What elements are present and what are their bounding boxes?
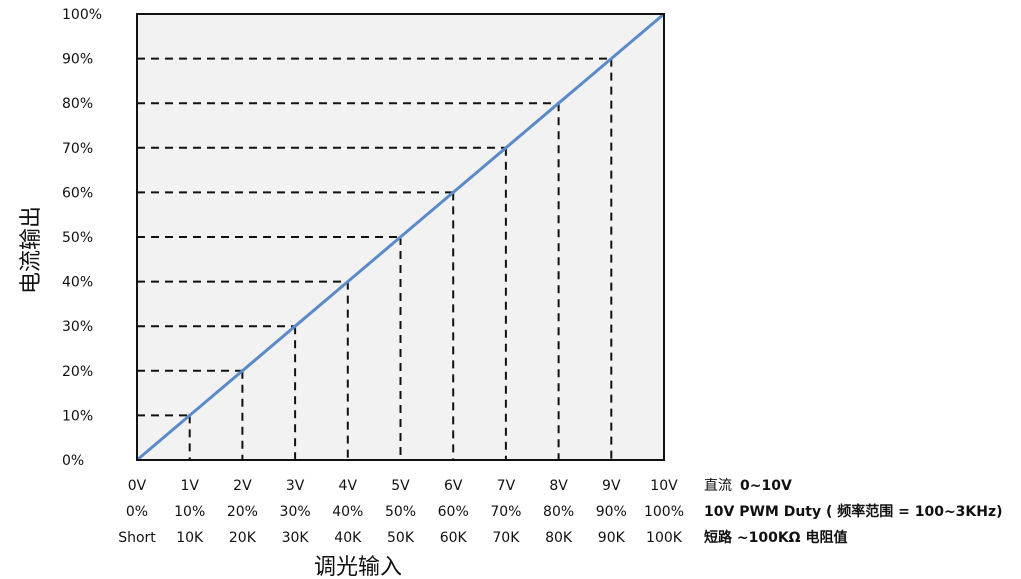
x-tick-label: 60% [438,504,469,520]
x-tick-label: 10K [176,530,204,546]
x-tick-label: 8V [549,478,568,494]
x-tick-label: 10% [174,504,205,520]
x-tick-label: 80% [543,504,574,520]
x-tick-label: Short [118,530,156,546]
x-tick-label: 7V [497,478,516,494]
x-tick-label: 50% [385,504,416,520]
x-tick-label: 90% [596,504,627,520]
x-tick-label: 9V [602,478,621,494]
series-line [136,12,665,462]
x-tick-label: 30% [280,504,311,520]
y-tick-label: 0% [62,453,84,469]
x-tick-label: 0V [128,478,147,494]
x-tick-label: 5V [391,478,410,494]
y-tick-label: 90% [62,52,93,68]
x-tick-label: 100% [644,504,684,520]
y-tick-label: 70% [62,141,93,157]
x-tick-label: 30K [282,530,310,546]
y-tick-label: 80% [62,96,93,112]
x-tick-label: 0% [126,504,148,520]
x-tick-label: 6V [444,478,463,494]
y-tick-label: 20% [62,364,93,380]
x-tick-label: 20% [227,504,258,520]
x-tick-label: 4V [339,478,358,494]
x-tick-label: 40% [332,504,363,520]
y-tick-label: 30% [62,319,93,335]
plot-frame [136,13,665,461]
x-row-label: 0~10V [740,478,792,494]
y-tick-label: 40% [62,275,93,291]
x-tick-label: 2V [233,478,252,494]
y-axis-title: 电流输出 [19,206,44,294]
x-tick-label: 90K [598,530,626,546]
x-tick-label: 40K [334,530,362,546]
y-tick-label: 10% [62,408,93,424]
x-axis-title: 调光输入 [314,555,402,579]
x-tick-label: 60K [440,530,468,546]
x-tick-label: 20K [229,530,257,546]
x-row-label-prefix: 直流 [704,477,732,494]
x-tick-label: 80K [545,530,573,546]
y-tick-label: 50% [62,230,93,246]
x-tick-label: 3V [286,478,305,494]
x-row-label: 10V PWM Duty ( 频率范围 = 100~3KHz) [704,503,1003,520]
y-tick-label: 60% [62,185,93,201]
x-tick-label: 70K [492,530,520,546]
x-tick-label: 1V [180,478,199,494]
x-row-label: 短路 ~100KΩ 电阻值 [704,529,847,546]
x-tick-label: 100K [646,530,683,546]
y-tick-label: 100% [62,7,102,23]
x-tick-label: 10V [650,478,678,494]
x-tick-label: 50K [387,530,415,546]
x-tick-label: 70% [490,504,521,520]
